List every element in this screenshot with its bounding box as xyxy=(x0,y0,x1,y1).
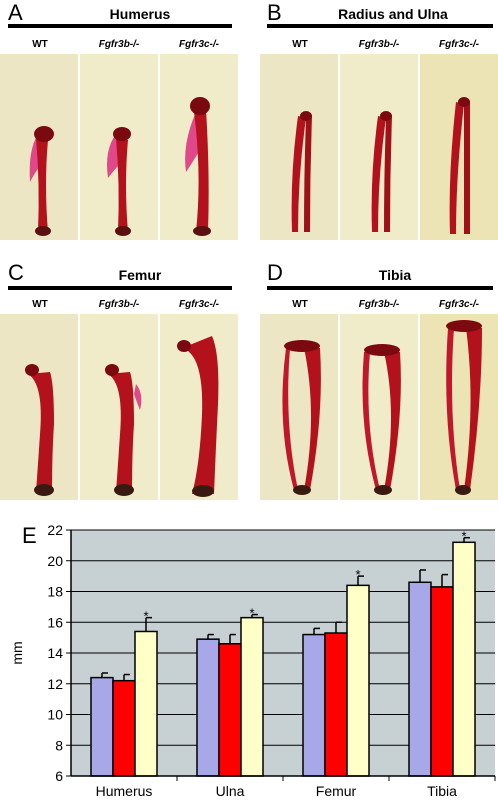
panel-c-label-c: Fgfr3c-/- xyxy=(179,299,219,310)
panel-a-letter: A xyxy=(8,0,23,25)
photo-ulna-wt xyxy=(260,54,338,240)
bar xyxy=(134,630,158,777)
photo-ulna-b xyxy=(340,54,418,240)
y-tick-label: 12 xyxy=(47,676,63,692)
panel-b-label-b: Fgfr3b-/- xyxy=(358,39,400,50)
significance-marker: * xyxy=(249,606,254,621)
y-tick-label: 16 xyxy=(47,614,63,630)
panel-d-letter: D xyxy=(267,260,283,285)
panel-c-rule xyxy=(8,286,232,290)
significance-marker: * xyxy=(461,529,466,544)
panel-c-title: Femur xyxy=(118,267,162,283)
panel-a-label-wt: WT xyxy=(32,39,48,50)
bar xyxy=(90,676,114,777)
panel-d-title: Tibia xyxy=(378,267,412,283)
panel-a-label-c: Fgfr3c-/- xyxy=(179,39,219,50)
photo-ulna-c xyxy=(420,54,498,240)
y-tick-label: 20 xyxy=(47,553,63,569)
photo-tibia-wt xyxy=(260,314,338,500)
bar xyxy=(240,616,264,777)
y-tick-label: 6 xyxy=(55,768,63,784)
bar-chart: * * * * 6 8 10 12 14 16 18 20 22 Humerus Ulna Femur Ti… xyxy=(9,525,496,799)
bar xyxy=(452,541,476,777)
bar xyxy=(112,679,136,777)
panel-b-rule xyxy=(267,24,493,28)
photo-tibia-b xyxy=(340,314,418,500)
x-tick-label: Humerus xyxy=(96,783,153,799)
bar xyxy=(196,638,220,777)
bar xyxy=(408,581,432,777)
bar xyxy=(346,584,370,777)
y-tick-label: 18 xyxy=(47,584,63,600)
photo-humerus-b xyxy=(80,54,158,240)
y-axis-label: mm xyxy=(9,641,25,664)
panel-c-label-wt: WT xyxy=(32,299,48,310)
panel-c-letter: C xyxy=(8,260,24,285)
panel-d-rule xyxy=(267,286,493,290)
panel-b-title: Radius and Ulna xyxy=(338,6,448,22)
significance-marker: * xyxy=(143,609,148,624)
y-tick-label: 14 xyxy=(47,645,63,661)
photo-femur-c xyxy=(160,314,238,500)
panel-a-rule xyxy=(8,24,232,28)
panel-d-label-c: Fgfr3c-/- xyxy=(439,299,479,310)
bar xyxy=(302,633,326,777)
panel-a-title: Humerus xyxy=(109,6,171,22)
panel-a-label-b: Fgfr3b-/- xyxy=(98,39,140,50)
photo-femur-b xyxy=(80,314,158,500)
bar xyxy=(218,643,242,777)
x-tick-label: Femur xyxy=(316,783,357,799)
bar xyxy=(324,632,348,777)
significance-marker: * xyxy=(355,567,360,582)
photo-humerus-wt xyxy=(0,54,78,240)
x-axis: Humerus Ulna Femur Tibia xyxy=(71,775,496,799)
photo-tibia-c xyxy=(420,314,498,500)
x-tick-label: Tibia xyxy=(427,783,457,799)
y-axis: 6 8 10 12 14 16 18 20 22 xyxy=(47,525,72,784)
panel-d-label-b: Fgfr3b-/- xyxy=(358,299,400,310)
photo-humerus-c xyxy=(160,54,238,240)
bar xyxy=(430,586,454,777)
bars: * * * * xyxy=(90,529,476,777)
panel-b-label-c: Fgfr3c-/- xyxy=(439,39,479,50)
y-tick-label: 8 xyxy=(55,737,63,753)
panel-e-letter: E xyxy=(22,523,37,548)
y-tick-label: 22 xyxy=(47,525,63,538)
panel-b-letter: B xyxy=(267,0,282,25)
x-tick-label: Ulna xyxy=(216,783,245,799)
panel-c-label-b: Fgfr3b-/- xyxy=(98,299,140,310)
panel-b-label-wt: WT xyxy=(292,39,308,50)
panel-d-label-wt: WT xyxy=(292,299,308,310)
photo-femur-wt xyxy=(0,314,78,500)
y-tick-label: 10 xyxy=(47,707,63,723)
